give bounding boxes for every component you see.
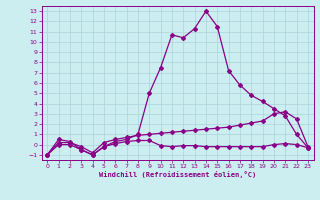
X-axis label: Windchill (Refroidissement éolien,°C): Windchill (Refroidissement éolien,°C) (99, 171, 256, 178)
